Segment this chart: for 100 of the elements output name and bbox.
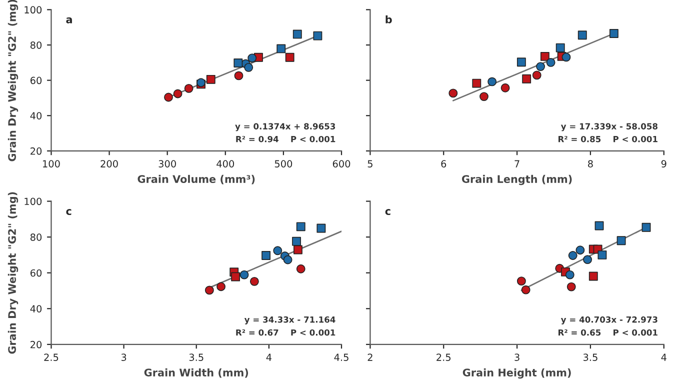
- x-tick-label: 4: [661, 354, 666, 361]
- y-tick-label: 80: [30, 41, 42, 49]
- annotation: b: [386, 15, 392, 24]
- point: [536, 62, 545, 71]
- x-axis-title: Grain Length (mm): [462, 174, 572, 186]
- y-tick-label: 60: [30, 76, 42, 84]
- point: [206, 74, 216, 84]
- x-tick-label: 400: [216, 160, 234, 168]
- point: [566, 282, 576, 292]
- y-tick-label: 20: [30, 147, 42, 155]
- point: [576, 246, 585, 255]
- x-tick-label: 100: [43, 160, 60, 168]
- x-tick-label: 2: [368, 354, 372, 361]
- annotation: R² = 0.65 P < 0.001: [558, 329, 658, 336]
- x-tick-label: 3: [514, 354, 520, 361]
- point: [516, 276, 526, 286]
- annotation: y = 0.1374x + 8.9653: [235, 123, 336, 132]
- annotation: c: [385, 209, 390, 216]
- point: [540, 52, 550, 61]
- x-tick-label: 4.5: [334, 354, 348, 361]
- point: [250, 276, 259, 286]
- annotation: y = 17.339x - 58.058: [560, 123, 658, 132]
- point: [472, 78, 482, 88]
- x-tick-label: 600: [332, 160, 350, 168]
- x-tick-label: 3: [121, 354, 126, 361]
- y-tick-label: 60: [30, 269, 42, 277]
- point: [184, 84, 194, 93]
- x-tick-label: 3.5: [189, 354, 204, 361]
- y-tick-label: 40: [30, 112, 42, 120]
- x-tick-label: 7: [514, 160, 520, 168]
- point: [583, 255, 592, 264]
- point: [292, 30, 302, 39]
- x-tick-label: 4: [266, 354, 272, 361]
- point: [244, 62, 254, 72]
- point: [173, 89, 182, 98]
- point: [588, 272, 598, 281]
- y-tick-label: 100: [24, 198, 42, 206]
- x-tick-label: 6: [441, 160, 446, 168]
- point: [164, 92, 173, 102]
- point: [204, 286, 214, 295]
- point: [594, 221, 604, 230]
- point: [216, 282, 226, 292]
- point: [234, 58, 243, 68]
- x-tick-label: 8: [588, 160, 593, 168]
- point: [313, 31, 322, 40]
- annotation: R² = 0.85 P < 0.001: [558, 136, 658, 142]
- point: [240, 270, 249, 280]
- x-tick-label: 5: [368, 160, 372, 168]
- point: [522, 74, 532, 84]
- x-axis-title: Grain Width (mm): [144, 368, 248, 378]
- y-tick-label: 100: [24, 6, 42, 14]
- annotation: y = 34.33x - 71.164: [244, 316, 336, 324]
- point: [568, 251, 578, 260]
- point: [521, 285, 530, 294]
- annotation: a: [66, 17, 72, 24]
- point: [516, 58, 526, 67]
- x-tick-label: 2.5: [44, 354, 58, 361]
- point: [296, 264, 306, 274]
- point: [231, 272, 240, 282]
- y-axis-title: Grain Dry Weight "G2" (mg): [8, 192, 18, 354]
- point: [578, 30, 587, 40]
- point: [234, 71, 244, 80]
- y-tick-label: 80: [30, 234, 42, 241]
- point: [248, 54, 257, 63]
- x-tick-label: 300: [158, 160, 176, 168]
- x-axis-title: Grain Volume (mm³): [138, 174, 255, 184]
- point: [488, 77, 497, 86]
- annotation: R² = 0.67 P < 0.001: [236, 329, 336, 336]
- point: [616, 236, 626, 246]
- x-tick-label: 2.5: [436, 354, 450, 361]
- point: [276, 44, 286, 54]
- point: [292, 236, 301, 246]
- point: [448, 88, 458, 98]
- x-tick-label: 3.5: [583, 354, 598, 361]
- point: [296, 222, 306, 232]
- point: [273, 246, 282, 256]
- x-tick-label: 500: [274, 160, 292, 168]
- point: [556, 43, 565, 52]
- point: [609, 29, 618, 38]
- point: [532, 70, 542, 80]
- y-axis-title: Grain Dry Weight "G2" (mg): [8, 0, 18, 162]
- point: [480, 92, 488, 102]
- point: [285, 52, 294, 62]
- x-axis-title: Grain Height (mm): [462, 368, 571, 379]
- point: [562, 52, 571, 62]
- point: [293, 245, 302, 254]
- x-tick-label: 9: [661, 160, 666, 168]
- point: [316, 224, 326, 233]
- point: [565, 270, 574, 280]
- annotation: y = 40.703x - 72.973: [560, 316, 658, 324]
- point: [500, 83, 510, 92]
- point: [283, 255, 292, 264]
- y-tick-label: 40: [30, 305, 42, 312]
- point: [598, 250, 607, 260]
- annotation: c: [66, 209, 72, 216]
- x-tick-label: 200: [100, 160, 118, 168]
- point: [262, 251, 270, 260]
- y-tick-label: 20: [30, 340, 42, 348]
- point: [642, 222, 651, 232]
- point: [546, 58, 556, 67]
